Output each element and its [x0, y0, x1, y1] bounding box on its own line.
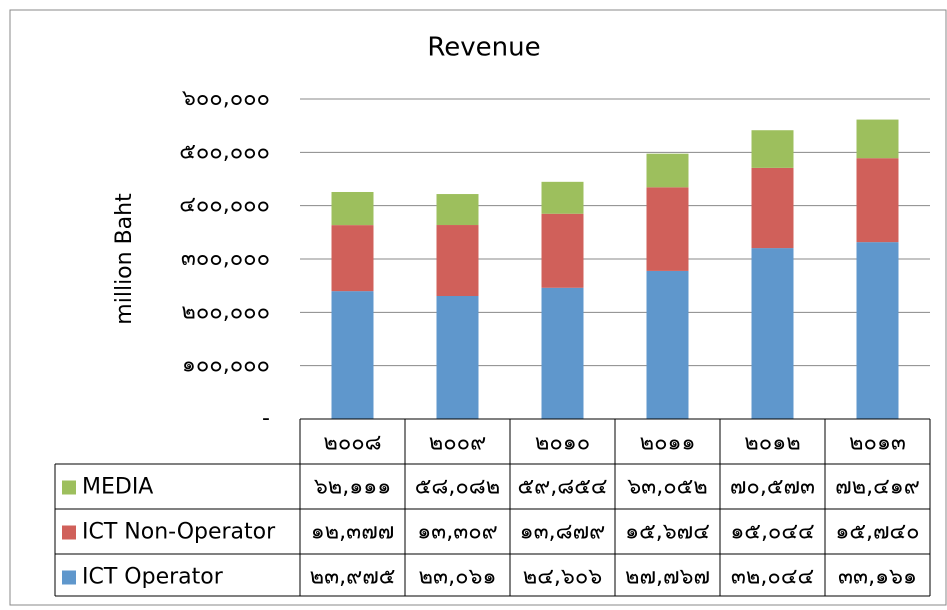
y-tick-label: ๑๐๐,๐๐๐ — [182, 353, 270, 378]
y-tick-label: ๓๐๐,๐๐๐ — [181, 246, 270, 271]
bar-segment — [541, 181, 584, 214]
table-cell: ๖๓,๐๕๒ — [627, 475, 708, 500]
table-cell: ๕๙,๘๕๔ — [517, 475, 607, 500]
table-cell: ๗๒,๔๑๙ — [835, 475, 920, 500]
y-tick-label: ๒๐๐,๐๐๐ — [181, 299, 270, 324]
table-cell: ๒๔,๖๐๖ — [523, 565, 603, 590]
x-tick-label: ๒๐๑๐ — [535, 431, 590, 456]
x-tick-label: ๒๐๑๒ — [744, 431, 800, 456]
table-cell: ๒๓,๙๗๕ — [310, 565, 396, 590]
table-cell: ๑๕,๐๔๔ — [730, 520, 814, 545]
table-cell: ๑๕,๖๗๔ — [625, 520, 710, 545]
table-cell: ๑๒,๓๗๗ — [311, 520, 395, 545]
legend-swatch — [62, 525, 76, 540]
table-cell: ๗๐,๕๗๓ — [730, 475, 815, 500]
bar-segment — [541, 213, 584, 288]
x-tick-label: ๒๐๐๙ — [429, 431, 486, 456]
bar-segment — [856, 242, 899, 419]
table-cell: ๑๓,๘๗๙ — [520, 520, 606, 545]
x-tick-label: ๒๐๑๑ — [640, 431, 696, 456]
bar-segment — [856, 158, 899, 243]
bar-segment — [331, 291, 374, 419]
bar-segment — [856, 119, 899, 159]
legend-swatch — [62, 570, 76, 585]
x-tick-label: ๒๐๐๘ — [323, 431, 381, 456]
y-tick-label: - — [262, 406, 270, 431]
table-cell: ๑๕,๗๔๐ — [835, 520, 919, 545]
chart-title: Revenue — [427, 33, 540, 63]
table-cell: ๒๓,๐๖๑ — [419, 565, 497, 590]
legend-label: ICT Operator — [82, 565, 224, 590]
y-tick-label: ๖๐๐,๐๐๐ — [182, 86, 270, 111]
bar-segment — [751, 130, 794, 168]
bar-segment — [646, 153, 689, 188]
y-tick-label: ๔๐๐,๐๐๐ — [179, 193, 270, 218]
legend-swatch — [62, 480, 76, 495]
table-cell: ๖๒,๑๑๑ — [314, 475, 391, 500]
table-cell: ๓๒,๐๔๔ — [731, 565, 814, 590]
bar-segment — [331, 191, 374, 226]
bar-segment — [646, 270, 689, 419]
table-cell: ๑๓,๓๐๙ — [417, 520, 498, 545]
legend-label: MEDIA — [82, 475, 153, 500]
legend-label: ICT Non-Operator — [82, 520, 276, 545]
bar-segment — [751, 167, 794, 249]
bar-segment — [436, 296, 479, 419]
table-cell: ๕๘,๐๘๒ — [415, 475, 501, 500]
bar-segment — [331, 225, 374, 292]
bar-segment — [436, 194, 479, 226]
bar-segment — [751, 248, 794, 419]
table-cell: ๒๗,๗๖๗ — [625, 565, 710, 590]
table-cell: ๓๓,๑๖๑ — [838, 565, 917, 590]
bar-segment — [541, 287, 584, 419]
y-tick-label: ๕๐๐,๐๐๐ — [179, 139, 270, 164]
y-axis-label: million Baht — [112, 193, 137, 325]
x-tick-label: ๒๐๑๓ — [849, 431, 906, 456]
bar-segment — [436, 225, 479, 297]
bar-segment — [646, 187, 689, 271]
